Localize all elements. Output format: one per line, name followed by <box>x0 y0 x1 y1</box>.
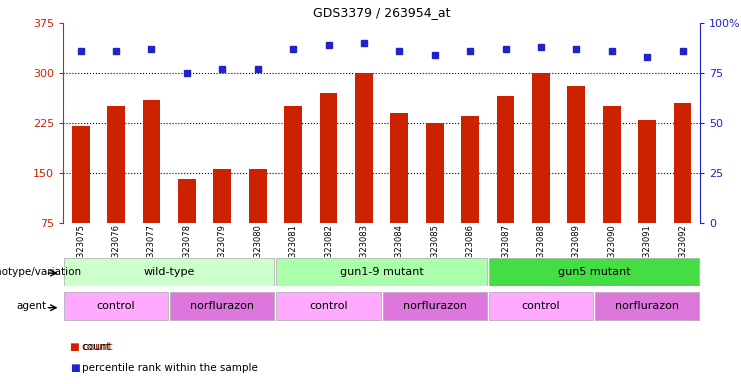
Text: norflurazon: norflurazon <box>402 301 467 311</box>
Text: wild-type: wild-type <box>144 266 195 277</box>
Bar <box>355 73 373 223</box>
Bar <box>319 93 337 223</box>
Bar <box>595 293 700 320</box>
Text: control: control <box>522 301 560 311</box>
Bar <box>496 96 514 223</box>
Bar <box>142 99 160 223</box>
Bar <box>276 258 487 286</box>
Bar <box>489 293 593 320</box>
Bar <box>391 113 408 223</box>
Bar <box>276 293 381 320</box>
Text: control: control <box>309 301 348 311</box>
Bar <box>72 126 90 223</box>
Bar <box>249 169 267 223</box>
Bar <box>64 293 168 320</box>
Text: gun1-9 mutant: gun1-9 mutant <box>339 266 424 277</box>
Bar <box>568 86 585 223</box>
Text: percentile rank within the sample: percentile rank within the sample <box>82 363 257 373</box>
Bar <box>638 119 656 223</box>
Bar <box>382 293 487 320</box>
Bar <box>674 103 691 223</box>
Bar <box>64 258 274 286</box>
Bar <box>107 106 125 223</box>
Text: agent: agent <box>16 301 47 311</box>
Bar <box>170 293 274 320</box>
Bar <box>532 73 550 223</box>
Text: control: control <box>97 301 136 311</box>
Bar <box>178 179 196 223</box>
Text: gun5 mutant: gun5 mutant <box>558 266 631 277</box>
Bar <box>426 123 444 223</box>
Text: count: count <box>82 342 111 352</box>
Text: ■: ■ <box>70 363 80 373</box>
Bar <box>489 258 700 286</box>
Text: ■ count: ■ count <box>70 342 113 352</box>
Bar <box>603 106 620 223</box>
Text: genotype/variation: genotype/variation <box>0 266 81 277</box>
Bar <box>213 169 231 223</box>
Bar <box>461 116 479 223</box>
Bar <box>285 106 302 223</box>
Title: GDS3379 / 263954_at: GDS3379 / 263954_at <box>313 6 451 19</box>
Text: norflurazon: norflurazon <box>615 301 679 311</box>
Text: norflurazon: norflurazon <box>190 301 254 311</box>
